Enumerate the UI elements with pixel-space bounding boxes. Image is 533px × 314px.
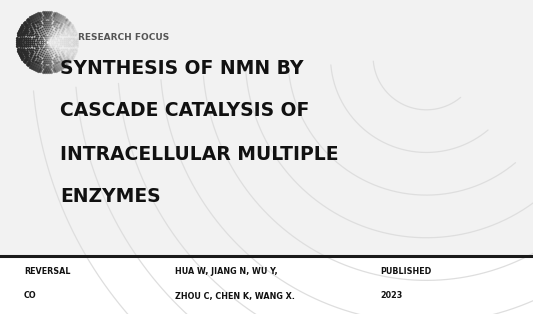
Text: CO: CO	[24, 291, 37, 300]
Text: INTRACELLULAR MULTIPLE: INTRACELLULAR MULTIPLE	[60, 144, 338, 164]
Text: HUA W, JIANG N, WU Y,: HUA W, JIANG N, WU Y,	[175, 268, 278, 277]
Text: RESEARCH FOCUS: RESEARCH FOCUS	[78, 34, 169, 42]
Text: PUBLISHED: PUBLISHED	[380, 268, 431, 277]
Text: 2023: 2023	[380, 291, 402, 300]
Text: CASCADE CATALYSIS OF: CASCADE CATALYSIS OF	[60, 101, 309, 121]
Bar	[0, 256, 533, 314]
Text: ZHOU C, CHEN K, WANG X.: ZHOU C, CHEN K, WANG X.	[175, 291, 295, 300]
Text: REVERSAL: REVERSAL	[24, 268, 70, 277]
Text: SYNTHESIS OF NMN BY: SYNTHESIS OF NMN BY	[60, 58, 303, 78]
Text: ENZYMES: ENZYMES	[60, 187, 160, 207]
